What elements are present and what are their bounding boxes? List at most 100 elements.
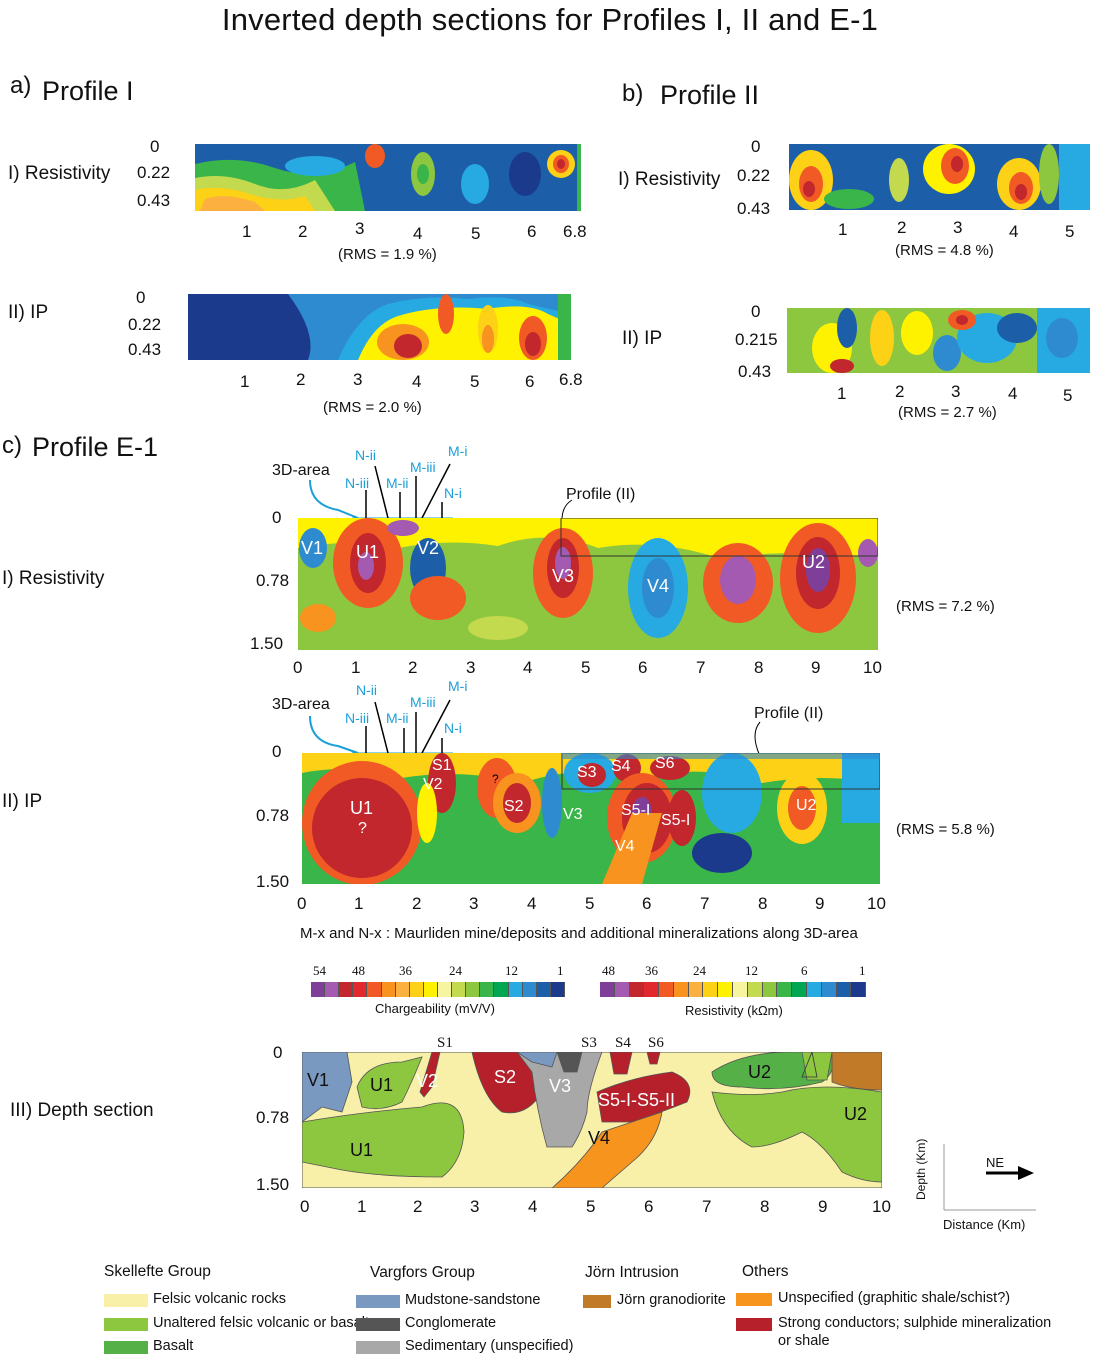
ip-unit-v2: V2 xyxy=(423,776,443,793)
panel-a-ip-x-6: 6 xyxy=(525,372,535,391)
panel-a-res-x-2: 2 xyxy=(298,222,308,241)
charge-tick-54: 54 xyxy=(313,963,326,978)
panel-b-res-rms: (RMS = 4.8 %) xyxy=(895,242,994,259)
panel-b-ip-section xyxy=(787,308,1090,373)
cb-res-step-2 xyxy=(629,982,645,997)
cb-charge-step-2 xyxy=(339,982,354,997)
legend-vargfors-heading: Vargfors Group xyxy=(370,1264,475,1281)
panel-b-ip-depth-1: 0.215 xyxy=(735,330,778,349)
charge-tick-12: 12 xyxy=(505,963,518,978)
e1-resistivity-section xyxy=(298,518,878,650)
panel-c-letter: c) xyxy=(2,432,22,459)
cb-charge-step-12 xyxy=(480,982,495,997)
geo-x-5: 5 xyxy=(586,1197,596,1216)
panel-c-title: Profile E-1 xyxy=(32,432,159,462)
res-x-0: 0 xyxy=(293,658,303,677)
legend-label-unspecified: Unspecified (graphitic shale/schist?) xyxy=(778,1290,1011,1306)
legend-label-mudstone: Mudstone-sandstone xyxy=(405,1292,541,1308)
ip-x-9: 9 xyxy=(815,894,825,913)
legend-swatch-mudstone xyxy=(356,1295,400,1308)
resistivity-colorbar-label: Resistivity (kΩm) xyxy=(685,1003,783,1018)
figure-title: Inverted depth sections for Profiles I, … xyxy=(221,2,879,37)
res-depth-0: 0 xyxy=(272,508,282,527)
geo-unit-u1-bottom: U1 xyxy=(350,1140,374,1160)
ip-x-3: 3 xyxy=(469,894,479,913)
legend-label-unaltered: Unaltered felsic volcanic or basalt xyxy=(153,1315,369,1331)
geo-unit-v3: V3 xyxy=(549,1076,572,1096)
legend-label-granodiorite: Jörn granodiorite xyxy=(617,1292,726,1308)
res-x-2: 2 xyxy=(408,658,418,677)
ip-depth-150: 1.50 xyxy=(256,872,290,891)
cb-res-step-13 xyxy=(792,982,807,997)
legend-skellefte-heading: Skellefte Group xyxy=(104,1263,211,1280)
ip-unit-s5-i-a: S5-I xyxy=(621,802,651,819)
panel-b-res-x-5: 5 xyxy=(1065,222,1075,241)
panel-b-ip-x-4: 4 xyxy=(1008,384,1018,403)
geo-unit-u2-right: U2 xyxy=(844,1104,868,1124)
geo-x-6: 6 xyxy=(644,1197,654,1216)
panel-b-ip-depth-2: 0.43 xyxy=(738,362,772,381)
cb-charge-step-14 xyxy=(508,982,523,997)
geo-x-0: 0 xyxy=(300,1197,310,1216)
ip-deposit-m-ii: M-ii xyxy=(386,710,409,726)
panel-a-res-rms: (RMS = 1.9 %) xyxy=(338,246,437,263)
resistivity-colorbar xyxy=(600,982,867,997)
geo-unit-v4: V4 xyxy=(588,1128,611,1148)
panel-a-res-depth-2: 0.43 xyxy=(137,191,171,210)
res-deposit-m-ii: M-ii xyxy=(386,475,409,491)
panel-b-ip-rms: (RMS = 2.7 %) xyxy=(898,404,997,421)
cb-charge-step-9 xyxy=(437,982,453,997)
cb-charge-step-1 xyxy=(325,982,340,997)
res-deposit-n-ii: N-ii xyxy=(355,447,376,463)
geo-unit-v1: V1 xyxy=(307,1070,330,1090)
res-unit-v1: V1 xyxy=(301,538,324,558)
res-unit-u2: U2 xyxy=(802,552,826,572)
res-3d-area-label: 3D-area xyxy=(272,462,330,479)
ip-depth-0: 0 xyxy=(272,742,282,761)
cb-charge-step-13 xyxy=(494,982,509,997)
legend-label-sedimentary: Sedimentary (unspecified) xyxy=(405,1338,574,1354)
cb-charge-step-17 xyxy=(550,982,565,997)
cb-res-step-6 xyxy=(688,982,704,997)
panel-b-ip-label: II) IP xyxy=(622,328,663,349)
ip-deposit-n-ii: N-ii xyxy=(356,682,377,698)
res-unit-v4: V4 xyxy=(647,576,670,596)
cb-res-step-17 xyxy=(851,982,867,997)
legend-swatch-conductors xyxy=(736,1318,772,1331)
res-deposit-n-i: N-i xyxy=(444,485,462,501)
panel-a-res-depth-0: 0 xyxy=(150,137,160,156)
geo-x-4: 4 xyxy=(528,1197,538,1216)
ip-x-6: 6 xyxy=(642,894,652,913)
ip-unit-s1: S1 xyxy=(432,757,452,774)
charge-tick-24: 24 xyxy=(449,963,462,978)
panel-c-depth-label: III) Depth section xyxy=(10,1100,154,1121)
legend-others-heading: Others xyxy=(742,1263,789,1280)
res-tick-1: 1 xyxy=(859,963,866,978)
panel-a-ip-label: II) IP xyxy=(8,302,49,323)
cb-charge-step-4 xyxy=(367,982,382,997)
panel-a-ip-depth-1: 0.22 xyxy=(128,315,162,334)
cb-res-step-8 xyxy=(718,982,734,997)
res-profile-ii-label: Profile (II) xyxy=(566,486,636,503)
panel-a-ip-x-2: 2 xyxy=(296,370,306,389)
res-unit-u1: U1 xyxy=(356,542,380,562)
charge-tick-1: 1 xyxy=(557,963,564,978)
ip-x-4: 4 xyxy=(527,894,537,913)
res-x-5: 5 xyxy=(581,658,591,677)
panel-b-res-label: I) Resistivity xyxy=(618,169,721,190)
geo-unit-v2: V2 xyxy=(416,1071,439,1091)
geo-depth-078: 0.78 xyxy=(256,1108,290,1127)
res-x-6: 6 xyxy=(638,658,648,677)
panel-a-ip-x-5: 5 xyxy=(470,372,480,391)
geo-x-2: 2 xyxy=(413,1197,423,1216)
res-depth-150: 1.50 xyxy=(250,634,284,653)
geo-unit-s5: S5-I-S5-II xyxy=(598,1090,676,1110)
legend-swatch-unspecified xyxy=(736,1293,772,1306)
panel-a-ip-rms: (RMS = 2.0 %) xyxy=(323,399,422,416)
cb-res-step-12 xyxy=(777,982,793,997)
panel-b-res-depth-0: 0 xyxy=(751,137,761,156)
ip-deposit-m-iii: M-iii xyxy=(410,694,436,710)
chargeability-label: Chargeability (mV/V) xyxy=(375,1001,495,1016)
geo-top-s4: S4 xyxy=(615,1035,631,1051)
geo-x-8: 8 xyxy=(760,1197,770,1216)
